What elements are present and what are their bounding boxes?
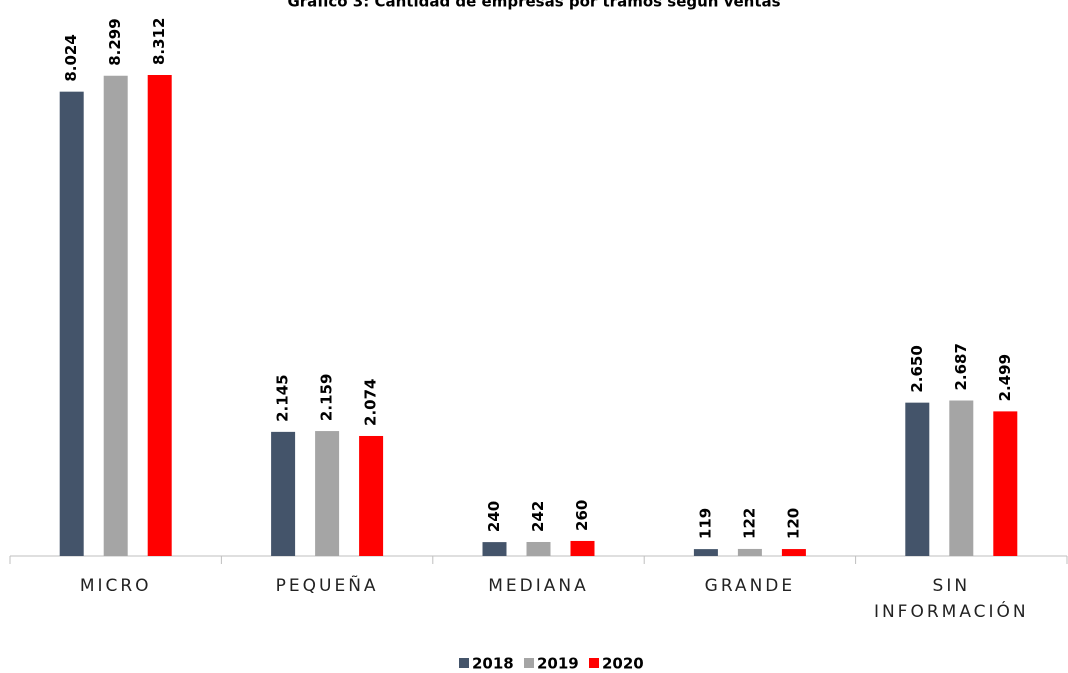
- x-tick-label: PEQUEÑA: [275, 576, 379, 596]
- x-tick-label: MEDIANA: [488, 576, 589, 596]
- legend-label: 2019: [537, 655, 579, 673]
- data-label: 242: [529, 501, 547, 532]
- bar: [737, 548, 762, 556]
- data-label: 120: [784, 508, 802, 539]
- legend-label: 2018: [472, 655, 514, 673]
- bar: [315, 431, 340, 556]
- bar: [359, 435, 384, 556]
- data-label: 2.145: [274, 374, 292, 421]
- data-label: 8.024: [62, 34, 80, 81]
- bar: [949, 400, 974, 556]
- bar: [781, 549, 806, 556]
- data-label: 2.650: [908, 345, 926, 392]
- bar: [147, 75, 172, 556]
- bar: [59, 91, 84, 557]
- bar: [905, 402, 930, 556]
- legend-label: 2020: [602, 655, 644, 673]
- bar: [570, 540, 595, 556]
- bar: [482, 542, 507, 556]
- legend-swatch: [524, 658, 534, 668]
- data-label: 260: [573, 500, 591, 531]
- bar: [103, 75, 128, 556]
- data-label: 8.312: [150, 18, 168, 65]
- x-tick-label: MICRO: [79, 576, 152, 596]
- bar: [526, 541, 551, 556]
- chart-title: Gráfico 3: Cantidad de empresas por tram…: [287, 0, 780, 11]
- data-label: 8.299: [106, 18, 124, 65]
- bar: [271, 431, 296, 556]
- data-label: 240: [485, 501, 503, 532]
- data-label: 2.687: [952, 343, 970, 390]
- x-tick-label: GRANDE: [704, 576, 796, 596]
- data-label: 2.499: [996, 354, 1014, 401]
- data-label: 122: [740, 508, 758, 539]
- x-tick-label: SIN INFORMACIÓN: [873, 576, 1029, 622]
- bar: [693, 549, 718, 556]
- data-label: 2.159: [318, 374, 336, 421]
- legend-swatch: [589, 658, 599, 668]
- bar: [993, 411, 1018, 556]
- data-label: 2.074: [362, 379, 380, 426]
- data-label: 119: [696, 508, 714, 539]
- legend-swatch: [459, 658, 469, 668]
